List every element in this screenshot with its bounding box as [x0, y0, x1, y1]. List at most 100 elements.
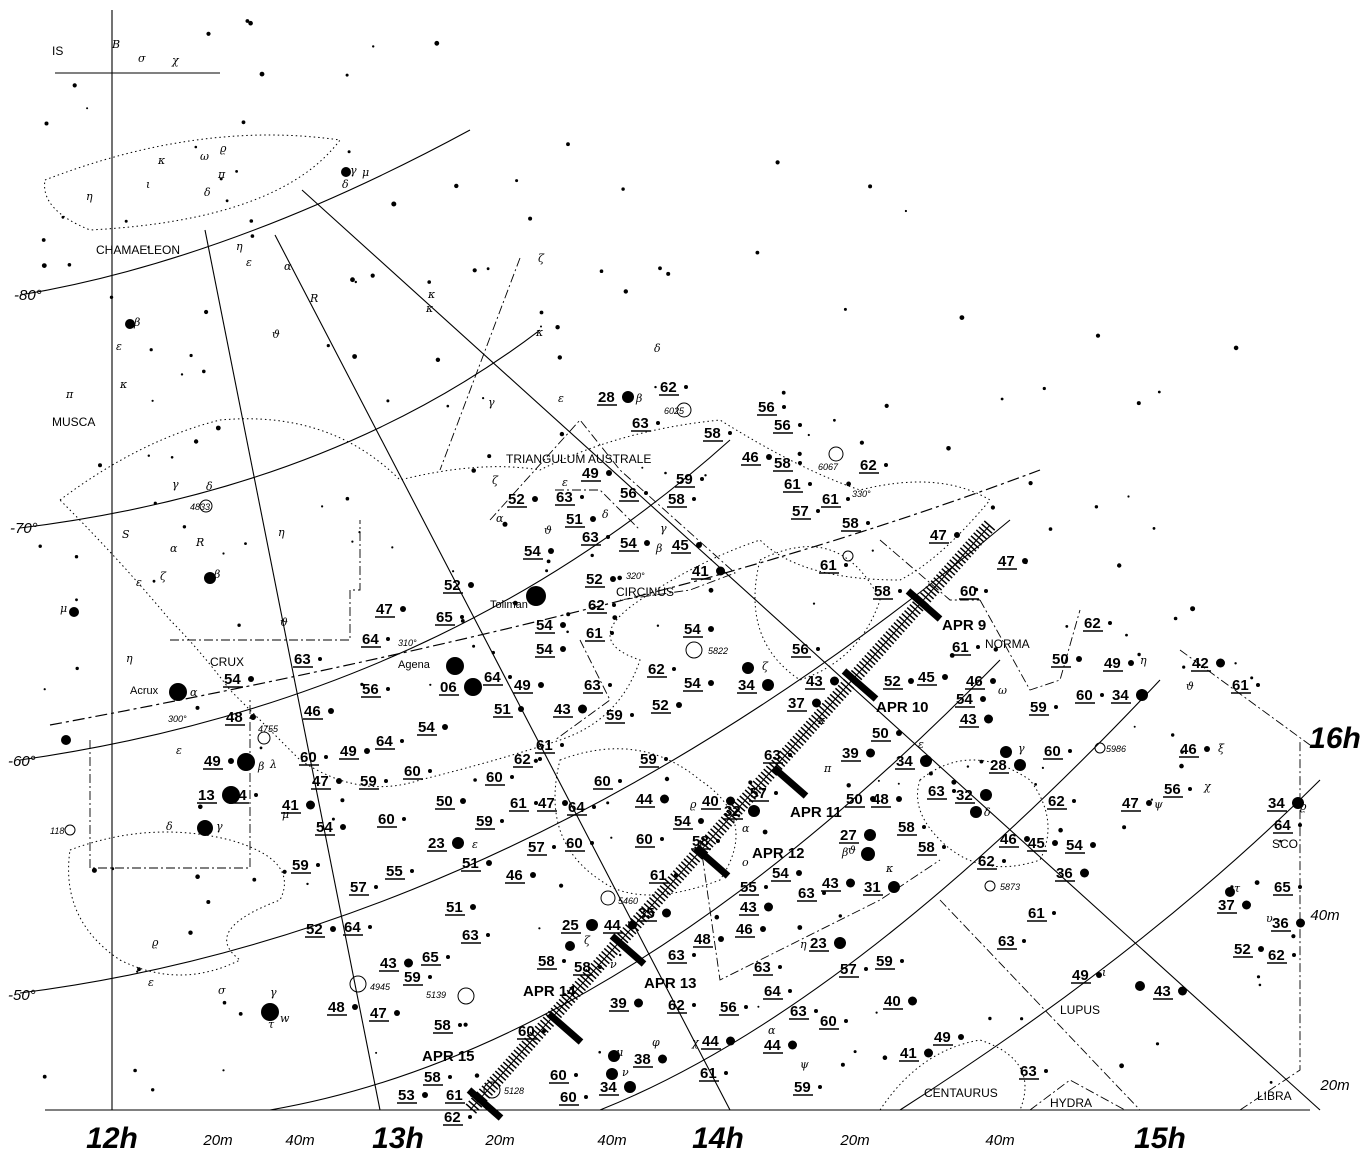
magnitude-label: 62: [1268, 947, 1285, 964]
star: [464, 678, 482, 696]
star-designation: ζ: [584, 934, 591, 947]
faint-star: [559, 431, 565, 437]
star: [612, 603, 616, 607]
star-designation: ε: [918, 738, 924, 751]
magnitude-label: 47: [370, 1005, 387, 1022]
faint-star: [1137, 652, 1141, 657]
star: [976, 645, 980, 649]
faint-star: [153, 501, 157, 505]
magnitude-label: 49: [582, 465, 599, 482]
star: [764, 885, 768, 889]
date-tick: [466, 1087, 504, 1121]
star-designation: R: [195, 536, 204, 549]
star: [676, 702, 682, 708]
star: [622, 391, 634, 403]
magnitude-label: 50: [436, 793, 453, 810]
constellation-label: CRUX: [210, 655, 244, 669]
magnitude-label: 65: [1274, 879, 1291, 896]
constellation-boundaries: [89, 257, 1311, 1111]
faint-star: [259, 71, 265, 77]
magnitude-label: 54: [524, 543, 541, 560]
star-designation: ν: [622, 1066, 629, 1079]
constellation-label: LIBRA: [1257, 1089, 1292, 1103]
star: [1292, 953, 1296, 957]
magnitude-label: 28: [598, 389, 615, 406]
magnitude-label: 63: [294, 651, 311, 668]
faint-star: [990, 505, 996, 510]
faint-star: [846, 481, 851, 487]
faint-star: [966, 765, 970, 768]
star: [61, 735, 71, 745]
star: [328, 708, 334, 714]
deep-sky-object: [349, 975, 367, 993]
magnitude-label: 50: [872, 725, 889, 742]
faint-star: [238, 1012, 243, 1016]
ra-hour-label: 13h: [372, 1122, 424, 1155]
faint-star: [321, 505, 324, 508]
magnitude-label: 54: [956, 691, 973, 708]
magnitude-label: 63: [1020, 1063, 1037, 1080]
faint-star: [136, 970, 139, 973]
faint-star: [434, 40, 440, 46]
star: [352, 1004, 358, 1010]
star: [197, 820, 213, 836]
star: [530, 872, 536, 878]
faint-star: [202, 369, 206, 374]
star: [468, 1115, 472, 1119]
magnitude-label: 55: [386, 863, 403, 880]
faint-star: [590, 553, 594, 558]
stars: [38, 19, 1305, 1119]
faint-star: [340, 798, 345, 803]
date-label: APR 11: [790, 804, 842, 821]
faint-star: [67, 263, 72, 267]
faint-star: [1150, 798, 1153, 801]
faint-star: [198, 804, 203, 810]
star: [870, 796, 876, 802]
star: [888, 881, 900, 893]
star: [1258, 946, 1264, 952]
magnitude-label: 23: [810, 935, 827, 952]
star: [442, 724, 448, 730]
star: [924, 1048, 933, 1058]
magnitude-label: 47: [930, 527, 947, 544]
magnitude-label: 50: [846, 791, 863, 808]
magnitude-label: 52: [586, 571, 603, 588]
faint-star: [473, 778, 477, 782]
magnitude-label: 61: [952, 639, 969, 656]
faint-star: [606, 801, 610, 805]
faint-star: [61, 215, 65, 219]
star: [708, 626, 714, 632]
star: [400, 606, 406, 612]
faint-star: [974, 587, 979, 592]
faint-star: [391, 201, 397, 207]
magnitude-label: 59: [1030, 699, 1047, 716]
star-designation: ψ: [800, 1058, 809, 1071]
faint-star: [351, 540, 354, 543]
magnitude-label: 60: [1076, 687, 1093, 704]
star: [606, 470, 612, 476]
magnitude-label: 36: [1272, 915, 1289, 932]
star: [698, 818, 704, 824]
magnitude-label: 51: [462, 855, 479, 872]
faint-star: [391, 546, 394, 549]
star: [1096, 972, 1102, 978]
faint-star: [474, 1073, 480, 1078]
magnitude-label: 59: [404, 969, 421, 986]
magnitude-label: 62: [860, 457, 877, 474]
magnitude-label: 62: [668, 997, 685, 1014]
faint-star: [812, 602, 816, 605]
faint-star: [775, 160, 780, 165]
magnitude-label: 40: [884, 993, 901, 1010]
faint-star: [833, 418, 836, 422]
star: [618, 779, 622, 783]
star: [574, 1073, 578, 1077]
star: [1242, 900, 1251, 910]
faint-star: [326, 344, 330, 348]
star: [374, 885, 378, 889]
star: [816, 647, 820, 651]
magnitude-label: 53: [398, 1087, 415, 1104]
date-label: APR 10: [876, 699, 929, 716]
star: [422, 1092, 428, 1098]
star: [562, 959, 566, 963]
